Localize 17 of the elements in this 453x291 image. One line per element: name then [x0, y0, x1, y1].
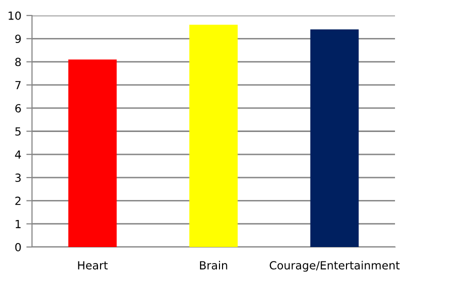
- y-tick-label: 7: [15, 81, 21, 90]
- y-tick-label: 3: [15, 174, 21, 182]
- y-tick-label: 9: [15, 34, 21, 44]
- y-tick-label: 10: [8, 11, 21, 20]
- bar: [310, 29, 359, 247]
- y-tick-label: 0: [15, 242, 21, 252]
- y-tick-label: 5: [15, 127, 21, 136]
- y-tick-label: 2: [15, 196, 20, 205]
- bar: [189, 24, 238, 247]
- y-tick-label: 8: [15, 58, 21, 66]
- x-tick-label: Courage/Entertainment: [270, 260, 400, 272]
- y-tick-label: 1: [16, 220, 21, 228]
- x-tick-label: Brain: [200, 260, 228, 270]
- y-tick-label: 6: [15, 104, 21, 112]
- y-tick-label: 4: [15, 150, 21, 159]
- bar: [68, 59, 117, 247]
- x-tick-label: Heart: [78, 261, 108, 270]
